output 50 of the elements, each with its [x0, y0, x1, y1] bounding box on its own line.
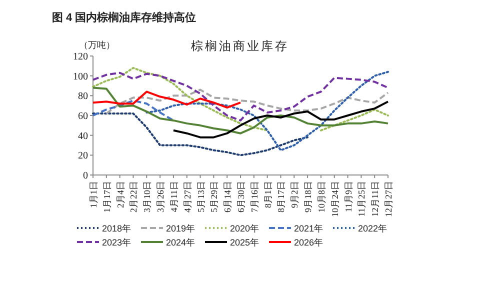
y-tick-label: 0: [83, 170, 88, 182]
legend-label: 2023年: [102, 238, 132, 248]
x-tick-label: 8月17日: [276, 181, 286, 212]
x-tick-label: 1月1日: [88, 181, 98, 208]
y-tick-label: 60: [78, 111, 88, 122]
chart-subtitle: 棕榈油商业库存: [191, 39, 289, 53]
y-axis-title: （万吨）: [79, 40, 115, 50]
legend-label: 2025年: [230, 238, 260, 248]
x-tick-label: 8月1日: [262, 181, 273, 208]
line-series: [92, 112, 309, 156]
x-tick-label: 12月27日: [384, 181, 394, 217]
x-tick-label: 1月17日: [102, 181, 112, 212]
y-tick-label: 40: [78, 130, 88, 142]
line-series: [92, 72, 389, 122]
legend-label: 2019年: [166, 224, 196, 234]
y-tick-label: 20: [78, 150, 88, 162]
x-tick-label: 11月9日: [343, 181, 354, 212]
y-tick-label: 100: [73, 71, 88, 82]
x-tick-label: 4月11日: [168, 181, 179, 212]
x-tick-label: 3月26日: [156, 181, 166, 212]
chart-title: 图 4 国内棕榈油库存维持高位: [52, 11, 196, 24]
legend-label: 2024年: [166, 238, 196, 248]
line-series: [92, 90, 242, 109]
y-tick-label: 120: [73, 52, 88, 62]
x-tick-label: 2月4日: [115, 181, 126, 208]
line-series: [105, 88, 389, 115]
x-tick-label: 5月29日: [209, 181, 220, 212]
x-tick-label: 10月8日: [316, 181, 326, 212]
x-tick-label: 9月18日: [303, 181, 314, 212]
line-series: [146, 70, 389, 152]
x-tick-label: 10月24日: [330, 181, 340, 217]
x-tick-label: 2月22日: [128, 181, 139, 212]
x-tick-label: 12月11日: [370, 181, 380, 217]
line-series: [92, 86, 389, 134]
x-tick-label: 11月25日: [356, 181, 367, 217]
x-tick-label: 6月30日: [236, 181, 246, 212]
x-tick-label: 3月10日: [142, 181, 152, 212]
legend-label: 2026年: [294, 238, 324, 248]
y-tick-label: 80: [78, 91, 88, 102]
line-series: [92, 100, 174, 122]
x-tick-label: 5月13日: [196, 181, 206, 212]
legend-label: 2020年: [230, 224, 260, 234]
legend-label: 2021年: [294, 224, 324, 234]
line-series: [172, 100, 389, 138]
x-tick-label: 7月16日: [249, 181, 260, 212]
x-tick-label: 6月14日: [222, 181, 233, 212]
x-tick-label: 4月27日: [182, 181, 192, 212]
legend-label: 2018年: [102, 224, 132, 234]
x-tick-label: 9月2日: [290, 181, 300, 208]
legend-label: 2022年: [358, 224, 388, 234]
